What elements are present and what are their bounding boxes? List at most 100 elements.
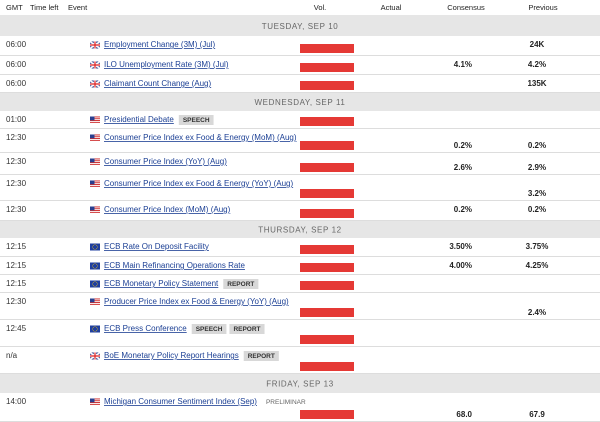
flag-star [94, 281, 96, 283]
tag: REPORT [227, 281, 254, 288]
flag-star [96, 248, 98, 250]
previous: 135K [527, 79, 546, 88]
flag-stripe [90, 182, 100, 184]
day-label: WEDNESDAY, SEP 11 [255, 98, 346, 107]
volatility-bar [300, 263, 354, 272]
flag-bg [90, 206, 100, 214]
event-link[interactable]: Presidential Debate [104, 115, 174, 124]
previous: 67.9 [529, 410, 545, 419]
flag-stripe [90, 400, 100, 402]
event-link[interactable]: Consumer Price Index (YoY) (Aug) [104, 157, 227, 166]
event-link[interactable]: ILO Unemployment Rate (3M) (Jul) [104, 60, 229, 69]
flag-cross [90, 61, 100, 69]
flag-stripe [90, 403, 100, 405]
tag-bg [229, 324, 265, 334]
previous: 24K [530, 40, 545, 49]
flag [89, 79, 101, 89]
event-link[interactable]: Consumer Price Index (MoM) (Aug) [104, 205, 231, 214]
previous: 3.2% [528, 189, 546, 198]
flag-stripe [90, 160, 100, 162]
time: 12:30 [6, 297, 27, 306]
flag-stripe [90, 180, 100, 182]
column-header: Actual [381, 3, 402, 12]
column-header: Consensus [447, 3, 485, 12]
previous: 0.2% [528, 141, 546, 150]
flag-star [92, 326, 94, 328]
flag-stripe [90, 139, 100, 141]
flag-star [92, 328, 94, 330]
time: 06:00 [6, 79, 27, 88]
tag-bg [223, 279, 259, 289]
previous: 4.25% [526, 261, 549, 270]
flag-bg [90, 298, 100, 306]
flag-stripe [90, 402, 100, 403]
event-link[interactable]: ECB Monetary Policy Statement [104, 279, 219, 288]
flag-stripe [90, 300, 100, 302]
consensus: 4.00% [449, 261, 472, 270]
flag-canton [90, 116, 95, 121]
time: 12:30 [6, 205, 27, 214]
flag-star [96, 330, 98, 332]
flag-star [92, 267, 94, 269]
event-link[interactable]: Employment Change (3M) (Jul) [104, 40, 215, 49]
flag-star [94, 267, 96, 269]
event-link[interactable]: ECB Rate On Deposit Facility [104, 242, 209, 251]
flag-stripe [90, 162, 100, 163]
column-header: Previous [528, 3, 557, 12]
tag-bg [243, 351, 279, 361]
flag-star [92, 265, 94, 267]
flag-stripe [90, 136, 100, 138]
tag: SPEECH [183, 117, 210, 124]
event-link[interactable]: Claimant Count Change (Aug) [104, 79, 212, 88]
event-link[interactable]: ECB Press Conference [104, 324, 187, 333]
flag-stripe [90, 398, 100, 400]
consensus: 2.6% [454, 163, 472, 172]
flag-star [94, 244, 96, 246]
event-link[interactable]: ECB Main Refinancing Operations Rate [104, 261, 246, 270]
flag-bg [90, 243, 100, 251]
event-link[interactable]: Consumer Price Index ex Food & Energy (Y… [104, 179, 293, 188]
event-link[interactable]: Michigan Consumer Sentiment Index (Sep) [104, 397, 257, 406]
column-header: GMT [6, 3, 23, 12]
flag-star [94, 330, 96, 332]
flag [90, 398, 100, 406]
flag [90, 243, 100, 251]
time: 12:30 [6, 133, 27, 142]
flag-stripe [90, 138, 100, 139]
consensus: 0.2% [454, 141, 472, 150]
flag-star [96, 265, 98, 267]
time: 12:30 [6, 179, 27, 188]
flag-stripe [90, 116, 100, 118]
volatility-bar [300, 81, 354, 90]
volatility-bar [300, 189, 354, 198]
time: 01:00 [6, 115, 27, 124]
flag-star [96, 285, 98, 287]
flag-stripe [90, 298, 100, 300]
flag-bg [90, 180, 100, 188]
event-link[interactable]: Producer Price Index ex Food & Energy (Y… [104, 297, 289, 306]
flag-canton [90, 134, 95, 139]
time: 12:45 [6, 324, 27, 333]
consensus: 4.1% [454, 60, 472, 69]
tag-bg [191, 324, 227, 334]
flag [90, 158, 100, 166]
previous: 2.4% [528, 308, 546, 317]
day-band [0, 374, 600, 393]
time: 12:15 [6, 242, 27, 251]
flag-stripe [90, 206, 100, 208]
event-link[interactable]: Consumer Price Index ex Food & Energy (M… [104, 133, 297, 142]
tag: REPORT [248, 353, 275, 360]
day-band [0, 16, 600, 36]
day-label: FRIDAY, SEP 13 [266, 380, 334, 389]
flag-canton [90, 180, 95, 185]
flag [90, 180, 100, 188]
flag-star [96, 246, 98, 248]
previous: 4.2% [528, 60, 546, 69]
volatility-bar [300, 308, 354, 317]
event-link[interactable]: BoE Monetary Policy Report Hearings [104, 351, 239, 360]
volatility-bar [300, 63, 354, 72]
flag-canton [90, 398, 95, 403]
column-header: Time left [30, 3, 59, 12]
flag-stripe [90, 303, 100, 305]
